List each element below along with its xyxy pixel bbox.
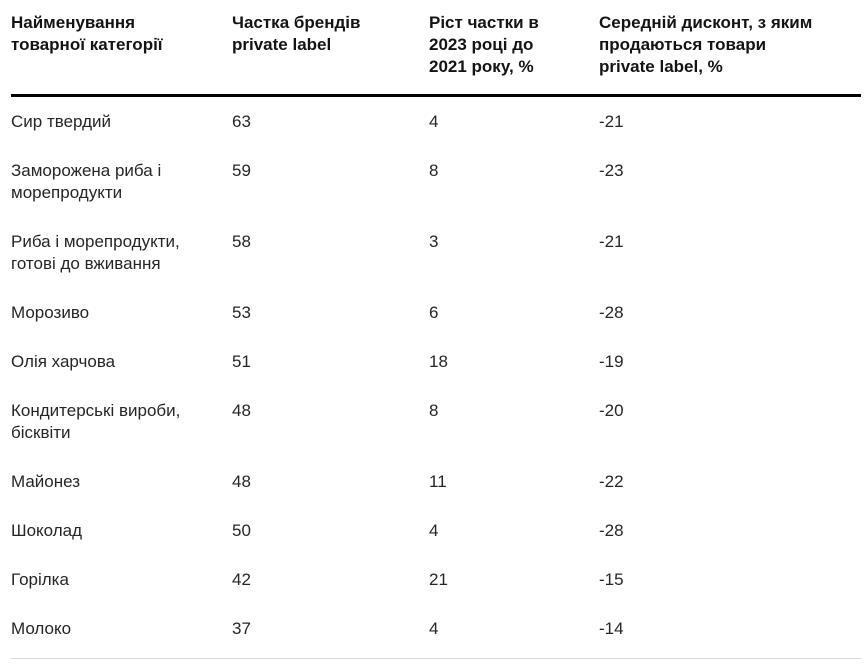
share-cell: 59 [232, 161, 251, 180]
column-header-discount: Середній дисконт, з яким продаються това… [599, 10, 861, 97]
discount-cell: -21 [599, 112, 624, 131]
growth-cell: 6 [429, 303, 439, 322]
discount-cell: -21 [599, 232, 624, 251]
category-cell: Горілка [11, 570, 69, 589]
category-cell: Майонез [11, 472, 81, 491]
table-row: Олія харчова 51 18 -19 [11, 337, 861, 386]
share-cell: 48 [232, 401, 251, 420]
share-cell: 50 [232, 521, 251, 540]
discount-cell: -14 [599, 604, 861, 659]
growth-cell: 4 [429, 604, 599, 659]
growth-cell: 21 [429, 570, 448, 589]
table-row: Кондитерські вироби, бісквіти 48 8 -20 [11, 386, 861, 457]
category-cell: Заморожена риба і морепродукти [11, 161, 162, 202]
category-cell: Риба і морепродукти, готові до вживання [11, 232, 180, 273]
discount-cell: -28 [599, 303, 624, 322]
growth-cell: 4 [429, 521, 439, 540]
share-cell: 63 [232, 112, 251, 131]
table-row: Молоко 37 4 -14 [11, 604, 861, 659]
category-cell: Олія харчова [11, 352, 116, 371]
discount-cell: -19 [599, 352, 624, 371]
share-cell: 42 [232, 570, 251, 589]
growth-cell: 3 [429, 232, 439, 251]
column-header-category: Найменування товарної категорії [11, 10, 232, 97]
table-row: Риба і морепродукти, готові до вживання … [11, 217, 861, 288]
growth-cell: 18 [429, 352, 448, 371]
discount-cell: -22 [599, 472, 624, 491]
table-row: Морозиво 53 6 -28 [11, 288, 861, 337]
category-cell: Молоко [11, 604, 232, 659]
table-row: Шоколад 50 4 -28 [11, 506, 861, 555]
table-row: Сир твердий 63 4 -21 [11, 96, 861, 147]
discount-cell: -28 [599, 521, 624, 540]
column-header-growth: Ріст частки в 2023 році до 2021 року, % [429, 10, 599, 97]
share-cell: 51 [232, 352, 251, 371]
category-cell: Кондитерські вироби, бісквіти [11, 401, 181, 442]
header-row: Найменування товарної категорії Частка б… [11, 10, 861, 97]
share-cell: 37 [232, 604, 429, 659]
column-header-share: Частка брендів private label [232, 10, 429, 97]
discount-cell: -20 [599, 401, 624, 420]
share-cell: 48 [232, 472, 251, 491]
private-label-table: Найменування товарної категорії Частка б… [11, 10, 861, 659]
category-cell: Морозиво [11, 303, 90, 322]
table-row: Заморожена риба і морепродукти 59 8 -23 [11, 146, 861, 217]
category-cell: Шоколад [11, 521, 83, 540]
discount-cell: -15 [599, 570, 624, 589]
growth-cell: 4 [429, 112, 439, 131]
table-row: Майонез 48 11 -22 [11, 457, 861, 506]
share-cell: 58 [232, 232, 251, 251]
growth-cell: 11 [429, 472, 447, 491]
growth-cell: 8 [429, 401, 439, 420]
table-header: Найменування товарної категорії Частка б… [11, 10, 861, 97]
category-cell: Сир твердий [11, 112, 112, 131]
growth-cell: 8 [429, 161, 439, 180]
discount-cell: -23 [599, 161, 624, 180]
table-body: Сир твердий 63 4 -21 Заморожена риба і м… [11, 96, 861, 659]
share-cell: 53 [232, 303, 251, 322]
table-row: Горілка 42 21 -15 [11, 555, 861, 604]
